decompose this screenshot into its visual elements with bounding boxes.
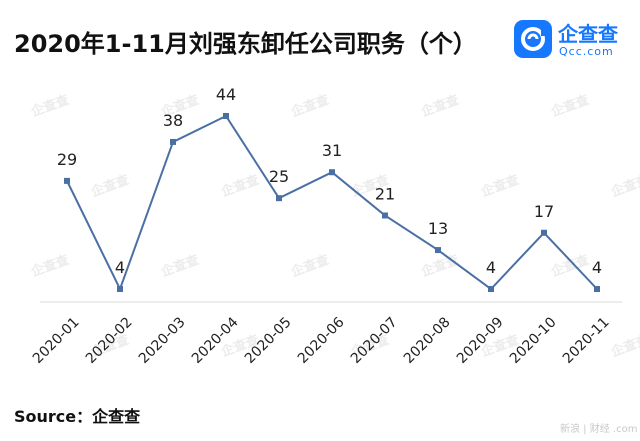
x-tick-label: 2020-03 <box>136 314 189 367</box>
qcc-logo-icon <box>514 20 552 58</box>
x-tick-label: 2020-01 <box>30 314 83 367</box>
data-point <box>64 177 70 184</box>
x-tick-label: 2020-04 <box>189 314 242 367</box>
data-label: 13 <box>428 219 448 238</box>
x-tick-label: 2020-11 <box>560 314 613 367</box>
data-label: 31 <box>322 141 342 160</box>
qcc-logo-domain: Qcc.com <box>559 45 614 58</box>
data-point <box>435 247 441 254</box>
data-point <box>329 169 335 176</box>
footer-watermark: 新浪 | 财经 .com <box>560 424 638 435</box>
data-label: 4 <box>115 258 125 277</box>
x-tick-label: 2020-05 <box>242 314 295 367</box>
data-label: 44 <box>216 85 236 104</box>
x-tick-label: 2020-10 <box>507 314 560 367</box>
data-label: 4 <box>592 258 602 277</box>
data-label: 21 <box>375 184 395 203</box>
data-point <box>488 286 494 292</box>
data-point <box>382 212 388 219</box>
data-point <box>223 113 229 119</box>
data-point <box>170 138 176 145</box>
x-tick-label: 2020-06 <box>295 314 348 367</box>
data-point <box>541 229 547 236</box>
chart-title: 2020年1-11月刘强东卸任公司职务（个） <box>14 30 477 58</box>
x-tick-label: 2020-02 <box>83 314 136 367</box>
source-note: Source：企查查 <box>14 407 141 426</box>
x-tick-label: 2020-08 <box>401 314 454 367</box>
x-tick-label: 2020-07 <box>348 314 401 367</box>
data-point <box>117 286 123 292</box>
qcc-logo: 企查查 Qcc.com <box>514 18 630 62</box>
data-point <box>276 195 282 202</box>
data-label: 25 <box>269 167 289 186</box>
qcc-logo-name: 企查查 <box>558 22 618 46</box>
x-tick-label: 2020-09 <box>454 314 507 367</box>
data-label: 38 <box>163 111 183 130</box>
data-label: 29 <box>57 150 77 169</box>
data-point <box>594 286 600 292</box>
data-label: 17 <box>534 202 554 221</box>
data-label: 4 <box>486 258 496 277</box>
